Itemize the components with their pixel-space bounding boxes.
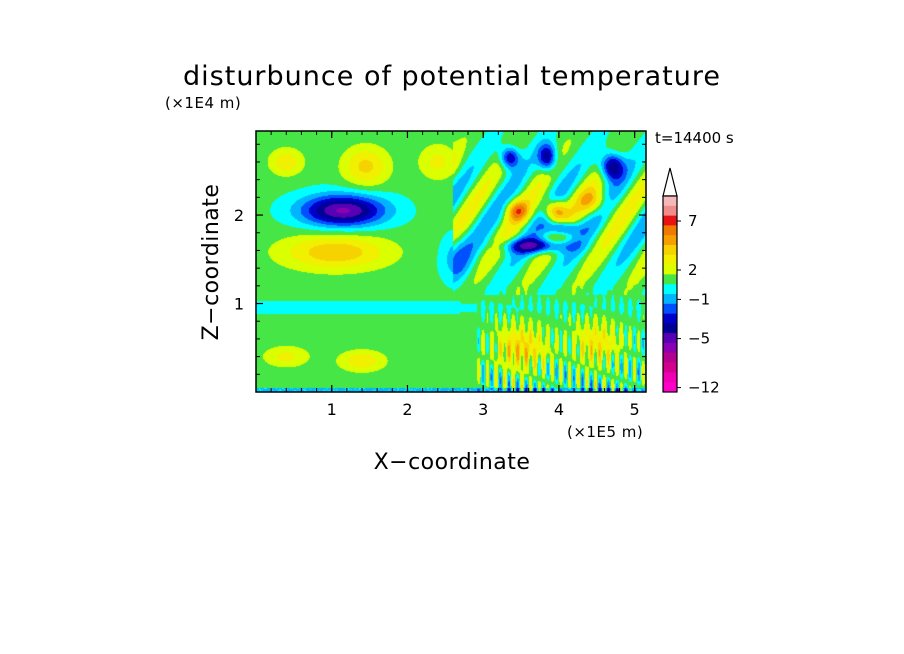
colorbar-swatch: [663, 382, 677, 393]
y-axis: 12: [234, 143, 646, 375]
contour-plot-area: [256, 131, 646, 392]
colorbar-swatch: [663, 274, 677, 285]
x-axis-label: X−coordinate: [374, 450, 531, 475]
colorbar-swatch: [663, 264, 677, 275]
colorbar-swatch: [663, 235, 677, 246]
colorbar-extend-arrow: [662, 167, 678, 197]
colorbar-tick-label: −12: [688, 379, 720, 397]
colorbar-swatch: [663, 313, 677, 324]
colorbar-swatch: [663, 343, 677, 354]
colorbar-swatch: [663, 196, 677, 207]
colorbar-tick-label: −1: [688, 290, 710, 308]
x-tick-label: 3: [478, 400, 488, 419]
x-axis: 1 2 3 4 5: [270, 131, 640, 419]
colorbar-tick-label: 7: [688, 212, 698, 230]
y-axis-label: Z−coordinate: [199, 184, 224, 341]
colorbar-swatch: [663, 333, 677, 344]
y-unit-label: (×1E4 m): [165, 94, 241, 112]
colorbar-tick-label: −5: [688, 330, 710, 348]
colorbar-swatch: [663, 245, 677, 256]
x-tick-label: 1: [327, 400, 337, 419]
time-label: t=14400 s: [655, 129, 734, 147]
colorbar-swatch: [663, 352, 677, 363]
colorbar-swatch: [663, 225, 677, 236]
y-tick-label: 2: [234, 206, 244, 225]
colorbar-swatch: [663, 323, 677, 334]
colorbar-swatch: [663, 303, 677, 314]
colorbar-swatch: [663, 254, 677, 265]
colorbar-swatch: [663, 205, 677, 216]
colorbar-tick-label: 2: [688, 261, 698, 279]
x-tick-label: 4: [554, 400, 564, 419]
colorbar-swatch: [663, 284, 677, 295]
plot-frame: [255, 130, 647, 393]
colorbar: 7 2 −1 −5 −12: [662, 167, 720, 397]
colorbar-swatch: [663, 294, 677, 305]
x-unit-label: (×1E5 m): [567, 423, 643, 441]
contour-field: [256, 131, 646, 392]
colorbar-swatch: [663, 215, 677, 226]
y-tick-label: 1: [234, 295, 244, 314]
x-tick-label: 2: [402, 400, 412, 419]
colorbar-swatch: [663, 362, 677, 373]
x-tick-label: 5: [630, 400, 640, 419]
chart-title: disturbunce of potential temperature: [183, 61, 721, 92]
colorbar-swatch: [663, 372, 677, 383]
colorbar-frame: [662, 195, 678, 393]
